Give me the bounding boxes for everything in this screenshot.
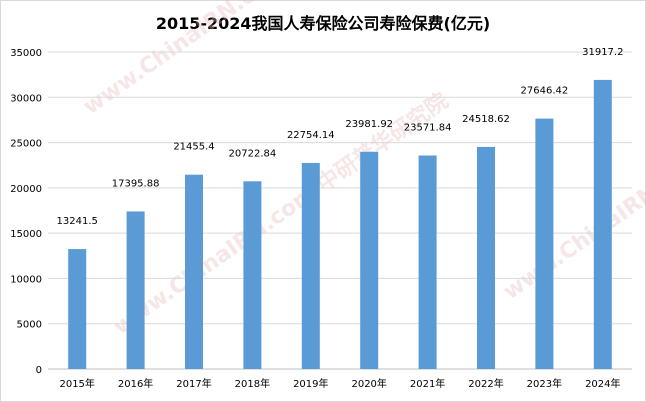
data-label: 22754.14 (287, 130, 335, 141)
y-tick-label: 25000 (10, 139, 42, 150)
y-tick-label: 10000 (10, 274, 42, 285)
bar (477, 146, 495, 369)
bar (593, 79, 612, 369)
x-tick-label: 2016年 (118, 377, 153, 390)
x-tick-label: 2023年 (527, 377, 562, 390)
data-label: 21455.4 (173, 142, 214, 153)
gridlines (48, 51, 632, 370)
data-label: 31917.2 (582, 47, 623, 58)
x-tick-label: 2019年 (293, 377, 328, 390)
x-tick-label: 2018年 (235, 377, 270, 390)
y-axis-ticks: 0 5000 10000 15000 20000 25000 30000 35000 (10, 48, 42, 376)
y-tick-label: 35000 (10, 48, 42, 59)
bar (185, 174, 203, 369)
watermark-text: www.ChinaIRN.com 中研普华研究院 (109, 88, 454, 340)
x-tick-label: 2015年 (59, 377, 94, 390)
data-label: 27646.42 (521, 86, 569, 97)
data-label: 23571.84 (404, 123, 452, 134)
bar (126, 211, 145, 369)
x-tick-label: 2017年 (176, 377, 211, 390)
data-label: 17395.88 (112, 178, 160, 189)
y-tick-label: 15000 (10, 229, 42, 240)
bar (301, 162, 320, 369)
bar (418, 155, 437, 369)
bar (68, 249, 87, 369)
y-tick-label: 30000 (10, 93, 42, 104)
bar (360, 151, 379, 369)
data-labels: 13241.5 17395.88 21455.4 20722.84 22754.14 23… (57, 47, 624, 227)
x-tick-label: 2022年 (468, 377, 503, 390)
data-label: 13241.5 (57, 216, 98, 227)
x-tick-label: 2024年 (585, 377, 620, 390)
data-label: 24518.62 (462, 114, 510, 125)
x-tick-label: 2021年 (410, 377, 445, 390)
bars (68, 79, 612, 370)
chart-title: 2015-2024我国人寿保险公司寿险保费(亿元) (155, 14, 491, 33)
x-tick-label: 2020年 (351, 377, 386, 390)
x-axis-ticks: 2015年 2016年 2017年 2018年 2019年 2020年 2021年 2022年… (59, 377, 620, 390)
y-tick-label: 20000 (10, 184, 42, 195)
y-tick-label: 5000 (17, 320, 42, 331)
y-tick-label: 0 (36, 365, 42, 376)
data-label: 23981.92 (345, 119, 393, 130)
watermark-text: www.ChinaIRN.com 中研普华研究院 (79, 0, 424, 120)
bar (243, 181, 262, 369)
data-label: 20722.84 (229, 148, 277, 159)
bar (535, 118, 554, 370)
